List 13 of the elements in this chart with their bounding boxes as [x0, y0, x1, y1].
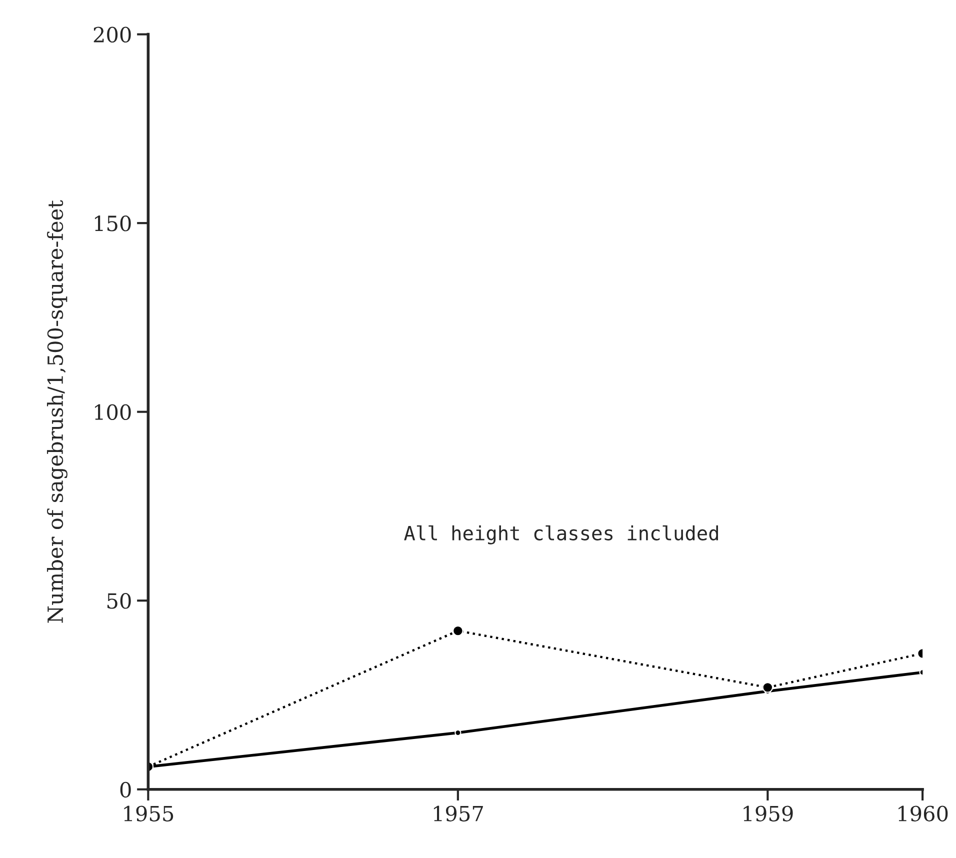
annotation: All height classes included [404, 525, 718, 544]
y-axis-title: Number of sagebrush/1,500-square-feet [46, 200, 68, 623]
y-tick-label: 100 [94, 404, 131, 420]
x-tick-label: 1960 [898, 806, 948, 822]
y-tick-label: 50 [107, 593, 131, 609]
point [452, 625, 464, 636]
y-tick-label: 150 [94, 216, 131, 232]
x-tick-label: 1955 [124, 806, 174, 822]
point [762, 682, 774, 693]
x-tick-label: 1959 [744, 806, 793, 822]
y-tick-label: 0 [120, 782, 131, 798]
y-tick-label: 200 [94, 26, 131, 43]
x-tick-label: 1957 [434, 806, 483, 822]
